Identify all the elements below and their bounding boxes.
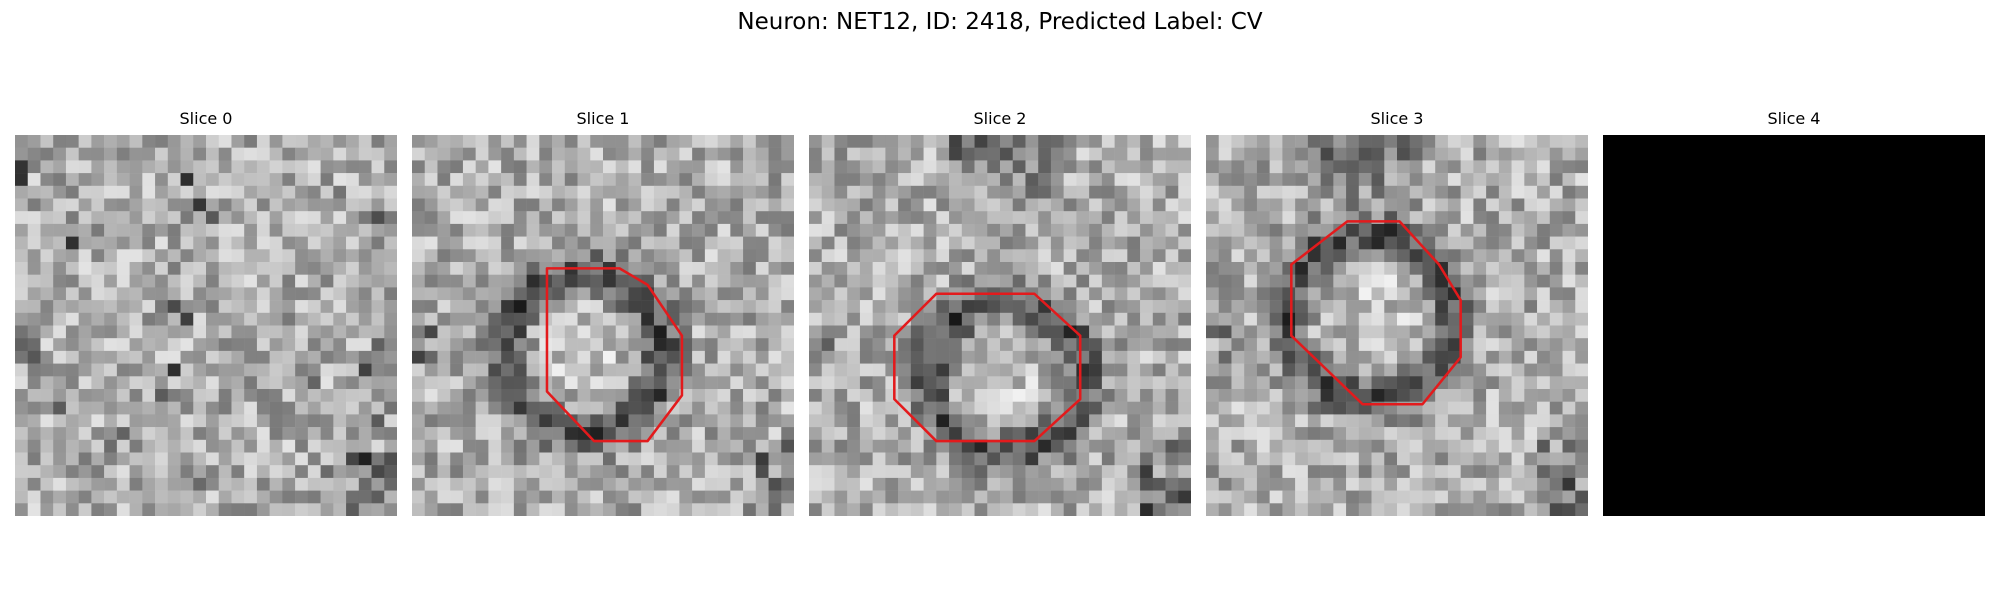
slice-image-4 (1603, 135, 1985, 516)
slice-title-3: Slice 3 (1370, 109, 1424, 128)
pixel-texture (1206, 135, 1588, 516)
figure-title: Neuron: NET12, ID: 2418, Predicted Label… (737, 9, 1263, 35)
pixel-texture (15, 135, 397, 516)
slice-title-4: Slice 4 (1767, 109, 1821, 128)
slice-panel-4: Slice 4 (1603, 0, 1985, 600)
slice-image-2 (809, 135, 1191, 516)
segmentation-contour (893, 292, 1082, 443)
slice-panel-1: Slice 1 (412, 0, 794, 600)
slice-panel-0: Slice 0 (15, 0, 397, 600)
slice-panel-2: Slice 2 (809, 0, 1191, 600)
slice-title-2: Slice 2 (973, 109, 1027, 128)
blank-slice-fill (1603, 135, 1985, 516)
segmentation-contour (1290, 220, 1462, 406)
pixel-texture (809, 135, 1191, 516)
slice-panel-3: Slice 3 (1206, 0, 1588, 600)
slice-title-1: Slice 1 (576, 109, 630, 128)
slice-image-0 (15, 135, 397, 516)
segmentation-contour (545, 267, 684, 443)
slice-image-1 (412, 135, 794, 516)
slice-image-3 (1206, 135, 1588, 516)
pixel-texture (412, 135, 794, 516)
slice-title-0: Slice 0 (179, 109, 233, 128)
